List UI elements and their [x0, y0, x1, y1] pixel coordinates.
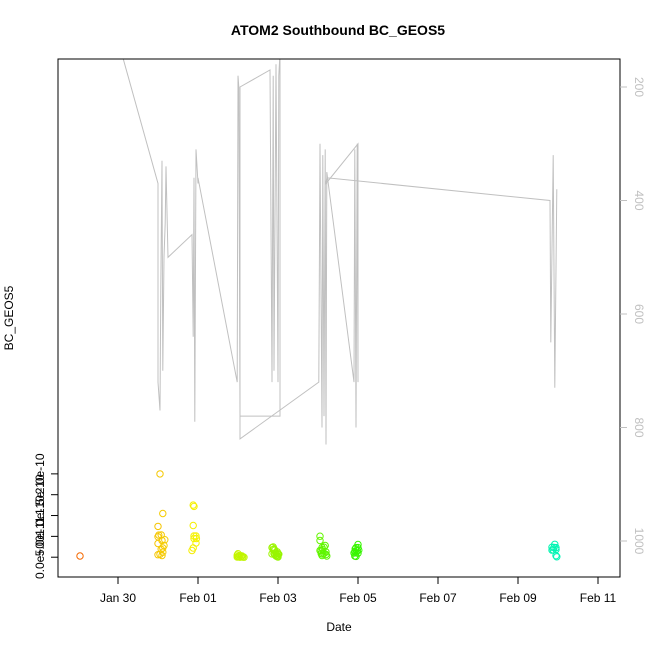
y-tick-label: 2.0e-10 [33, 453, 47, 494]
data-point [189, 501, 197, 509]
data-point [548, 546, 556, 554]
right-tick-label: 800 [632, 417, 646, 437]
right-tick-label: 400 [632, 190, 646, 210]
data-point [158, 551, 166, 560]
data-point [238, 552, 246, 560]
data-point [192, 534, 201, 543]
x-tick-label: Feb 01 [179, 591, 217, 605]
data-point [323, 552, 331, 560]
points-group [76, 470, 561, 561]
data-point [274, 553, 282, 561]
data-point [552, 552, 560, 560]
data-point [159, 544, 167, 552]
data-point [154, 522, 162, 531]
data-point [76, 552, 84, 560]
data-point [154, 551, 162, 559]
right-tick-label: 1000 [632, 528, 646, 555]
right-tick-label: 200 [632, 77, 646, 97]
y-tick-label: 1.0e-10 [33, 495, 47, 536]
x-axis-label: Date [326, 620, 352, 634]
data-point [352, 552, 360, 561]
data-point [318, 551, 326, 560]
right-axis: 200 400 600 800 1000 [620, 77, 646, 555]
x-tick-label: Feb 05 [339, 591, 377, 605]
x-tick-label: Feb 03 [259, 591, 297, 605]
data-point [192, 532, 200, 540]
data-point [553, 553, 561, 561]
data-point [189, 521, 197, 530]
chart-title: ATOM2 Southbound BC_GEOS5 [231, 22, 445, 38]
x-tick-label: Feb 09 [499, 591, 537, 605]
right-tick-label: 600 [632, 304, 646, 324]
y-tick-label: 0.0e+00 [33, 535, 47, 579]
x-tick-label: Feb 07 [419, 591, 457, 605]
data-point [159, 509, 167, 518]
data-point [319, 550, 327, 558]
data-point [188, 546, 196, 555]
y-tick-label: 5.0e-11 [33, 516, 47, 556]
x-tick-label: Jan 30 [100, 591, 136, 605]
data-point [156, 470, 164, 478]
x-tick-label: Feb 11 [580, 591, 617, 605]
altitude-line [122, 59, 558, 445]
altitude-line-group [122, 59, 558, 445]
data-point [240, 553, 248, 561]
data-point [190, 532, 198, 540]
data-point [190, 502, 198, 511]
x-axis: Jan 30 Feb 01 Feb 03 Feb 05 Feb 07 Feb 09 Feb … [100, 577, 617, 605]
data-point [190, 534, 198, 543]
data-point [316, 532, 324, 540]
plot-frame [57, 58, 621, 578]
y-tick-label: 1.5e-10 [33, 474, 47, 515]
y-axis-label: BC_GEOS5 [2, 285, 16, 350]
data-point [316, 536, 324, 545]
data-point [236, 553, 244, 561]
y-axis: 0.0e+005.0e-111.0e-101.5e-102.0e-10 [33, 453, 58, 579]
